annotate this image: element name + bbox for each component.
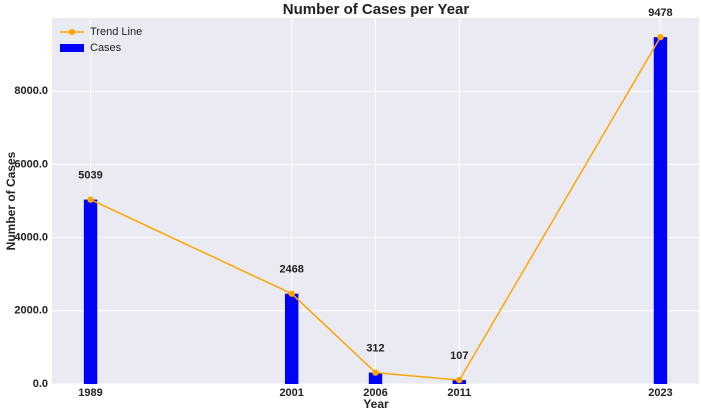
legend-label: Cases xyxy=(90,42,122,54)
x-tick-label: 2001 xyxy=(279,387,303,399)
value-label: 5039 xyxy=(78,169,102,181)
x-tick-label: 2023 xyxy=(648,387,672,399)
chart-title: Number of Cases per Year xyxy=(283,1,470,18)
value-label: 9478 xyxy=(648,7,672,19)
x-tick-label: 2011 xyxy=(447,387,471,399)
value-label: 2468 xyxy=(279,264,303,276)
x-tick-label: 2006 xyxy=(363,387,387,399)
bar xyxy=(653,37,668,385)
y-tick-label: 8000.0 xyxy=(14,85,48,97)
trend-point xyxy=(657,33,664,41)
bar xyxy=(284,293,299,384)
bar xyxy=(368,372,383,384)
legend-swatch xyxy=(60,44,84,52)
legend-label: Trend Line xyxy=(90,26,142,38)
value-label: 312 xyxy=(366,342,384,354)
trend-point xyxy=(87,196,94,203)
y-tick-label: 2000.0 xyxy=(14,305,48,317)
y-tick-label: 6000.0 xyxy=(14,158,48,170)
y-axis-label: Number of Cases xyxy=(4,151,18,250)
value-label: 107 xyxy=(450,350,468,362)
y-tick-label: 4000.0 xyxy=(14,232,48,244)
trend-point xyxy=(456,376,463,384)
x-tick-label: 1989 xyxy=(78,387,102,399)
y-tick-label: 0.0 xyxy=(33,378,48,390)
legend-marker xyxy=(68,28,76,36)
x-axis-label: Year xyxy=(363,397,389,411)
bar xyxy=(83,199,98,384)
trend-point xyxy=(372,369,379,376)
trend-point xyxy=(288,290,295,297)
